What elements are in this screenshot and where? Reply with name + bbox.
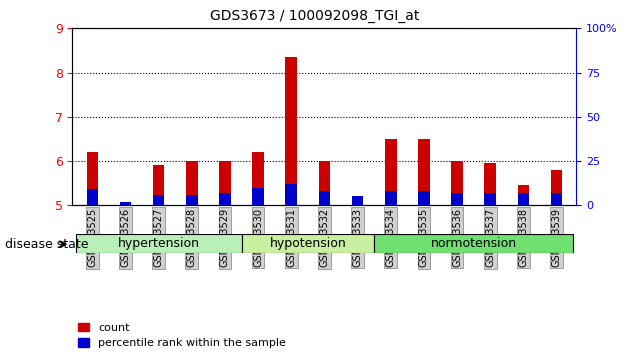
Bar	[319, 161, 330, 205]
Bar	[418, 139, 430, 205]
Bar	[484, 163, 496, 205]
Bar	[120, 202, 131, 205]
Legend: count, percentile rank within the sample: count, percentile rank within the sample	[78, 322, 286, 348]
Bar	[418, 191, 430, 205]
Bar	[319, 191, 330, 205]
Bar	[86, 189, 98, 205]
Bar	[352, 196, 364, 205]
Bar	[451, 161, 463, 205]
Text: GDS3673 / 100092098_TGI_at: GDS3673 / 100092098_TGI_at	[210, 9, 420, 23]
Bar	[518, 193, 529, 205]
Text: disease state: disease state	[5, 239, 89, 251]
Bar	[219, 161, 231, 205]
Bar	[76, 234, 241, 253]
Text: hypertension: hypertension	[118, 237, 200, 250]
Bar	[285, 57, 297, 205]
Bar	[186, 195, 198, 205]
Bar	[253, 152, 264, 205]
Bar	[374, 234, 573, 253]
Bar	[518, 185, 529, 205]
Bar	[385, 191, 396, 205]
Bar	[352, 196, 364, 205]
Bar	[551, 170, 563, 205]
Bar	[241, 234, 374, 253]
Bar	[385, 139, 396, 205]
Bar	[253, 188, 264, 205]
Bar	[484, 193, 496, 205]
Bar	[86, 152, 98, 205]
Bar	[451, 193, 463, 205]
Bar	[285, 184, 297, 205]
Bar	[186, 161, 198, 205]
Bar	[153, 166, 164, 205]
Text: hypotension: hypotension	[270, 237, 346, 250]
Text: normotension: normotension	[430, 237, 517, 250]
Bar	[551, 193, 563, 205]
Bar	[153, 195, 164, 205]
Bar	[120, 203, 131, 205]
Bar	[219, 193, 231, 205]
